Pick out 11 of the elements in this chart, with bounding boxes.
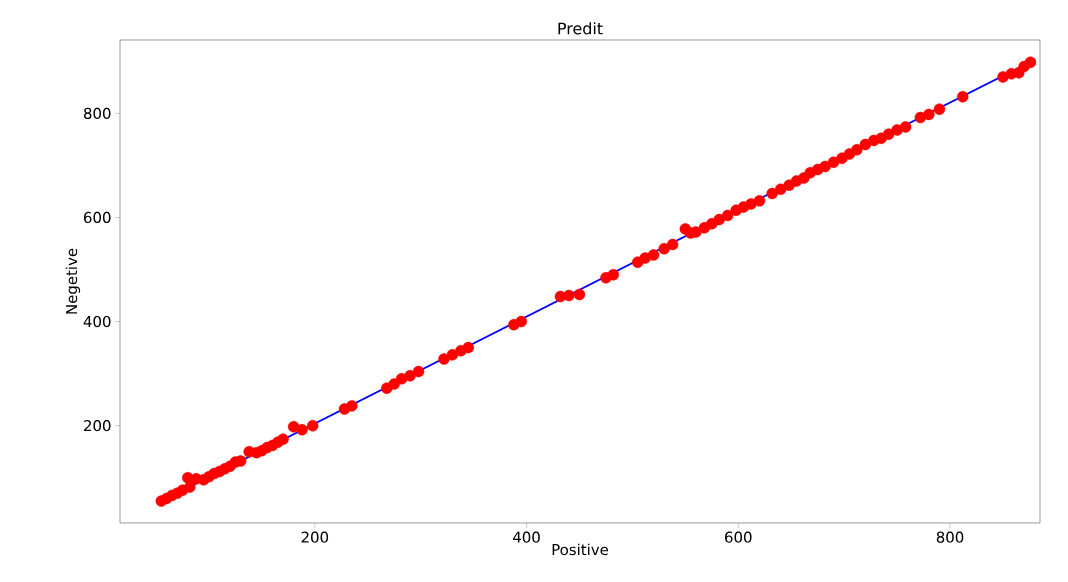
y-tick-label: 800 — [83, 107, 111, 120]
chart-title: Predit — [558, 22, 603, 35]
x-axis-title: Positive — [552, 543, 609, 556]
y-tick-label: 200 — [84, 420, 111, 432]
x-tick-label: 600 — [725, 531, 752, 543]
x-tick-label: 400 — [513, 531, 540, 543]
x-tick-label: 800 — [936, 531, 964, 543]
y-tick-label: 400 — [83, 315, 111, 328]
y-axis-title: Negetive — [65, 248, 81, 314]
x-tick-label: 200 — [301, 531, 329, 543]
y-tick-label: 600 — [84, 211, 111, 224]
